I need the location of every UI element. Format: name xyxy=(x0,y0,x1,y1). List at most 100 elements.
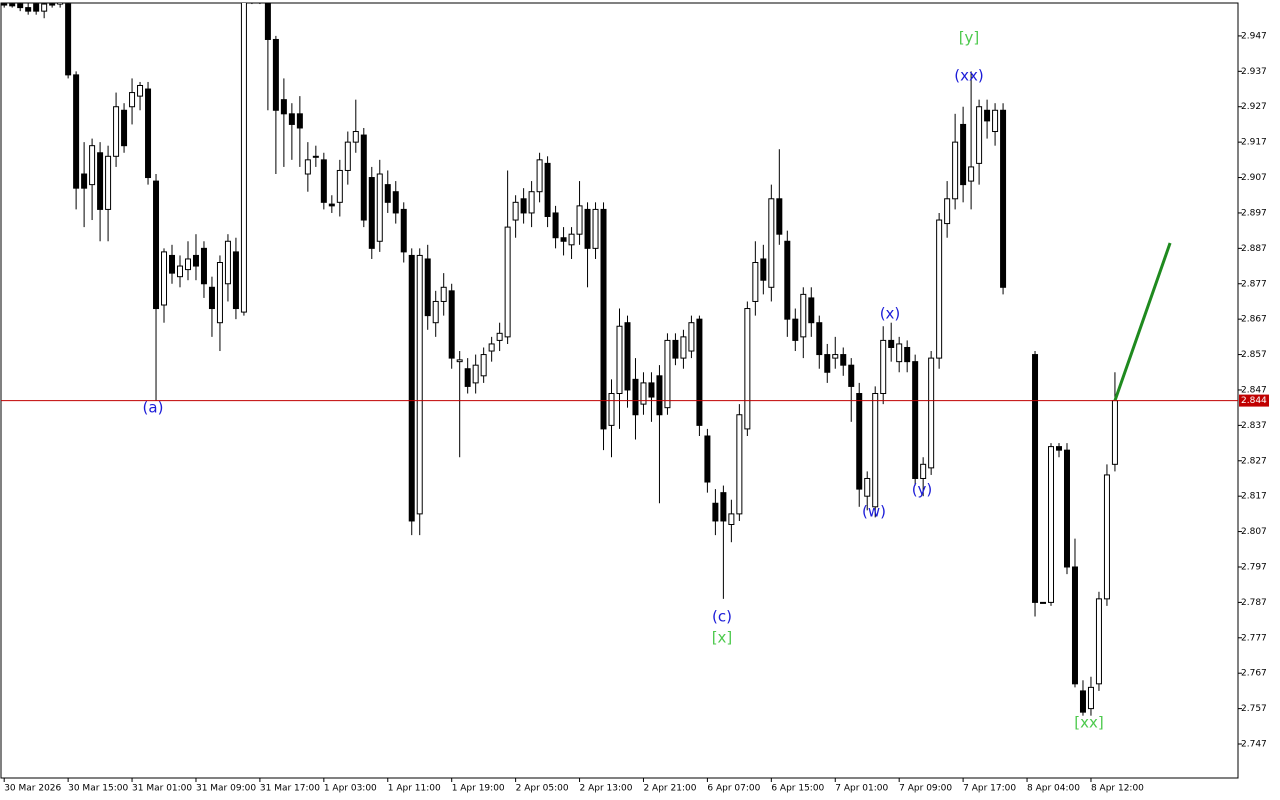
plot-area: (a) (c) [x] (w) (x) (y) (xx) [y] [xx] xyxy=(1,0,1172,732)
x-tick-label: 7 Apr 09:00 xyxy=(899,784,952,794)
candle-body xyxy=(1087,686,1094,710)
candle-body xyxy=(696,318,703,426)
candle-body xyxy=(392,191,399,214)
x-tick-label: 1 Apr 03:00 xyxy=(324,784,377,794)
candle-body xyxy=(200,247,207,285)
candle-body xyxy=(25,7,32,12)
candle-body xyxy=(480,354,487,377)
candle-body xyxy=(736,414,743,515)
x-tick-label: 7 Apr 17:00 xyxy=(963,784,1016,794)
candle-body xyxy=(224,240,231,285)
y-tick-label: 2.847 xyxy=(1241,385,1267,395)
current-price-label: 2.844 xyxy=(1241,396,1267,406)
y-tick-label: 2.897 xyxy=(1241,208,1267,218)
candle-body xyxy=(240,3,247,313)
candle-body xyxy=(784,240,791,320)
candle-body xyxy=(1000,109,1007,288)
wave-label: (xx) xyxy=(954,67,983,85)
candle-body xyxy=(808,297,815,324)
candle-body xyxy=(113,106,120,157)
candle-body xyxy=(712,502,719,522)
candle-body xyxy=(720,492,727,522)
candle-body xyxy=(608,393,615,426)
candle-body xyxy=(169,254,176,274)
candle-body xyxy=(440,286,447,302)
candle-body xyxy=(1040,601,1047,604)
candle-body xyxy=(472,364,479,384)
y-tick-label: 2.837 xyxy=(1241,421,1267,431)
candle-body xyxy=(656,375,663,416)
candle-body xyxy=(97,152,104,210)
y-tick-label: 2.877 xyxy=(1241,279,1267,289)
candle-body xyxy=(664,339,671,409)
candle-body xyxy=(33,3,40,12)
candle-body xyxy=(368,177,375,249)
candle-body xyxy=(1063,449,1070,568)
candle-body xyxy=(704,435,711,483)
forecast-line xyxy=(1113,242,1172,402)
candle-body xyxy=(288,113,295,125)
candle-body xyxy=(768,198,775,288)
candle-body xyxy=(576,205,583,235)
candle-body xyxy=(928,357,935,469)
candle-body xyxy=(408,254,415,522)
y-tick-label: 2.827 xyxy=(1241,456,1267,466)
candle-body xyxy=(1111,400,1118,465)
candle-body xyxy=(968,166,975,182)
candle-body xyxy=(520,198,527,214)
candle-body xyxy=(512,201,519,221)
y-tick-label: 2.927 xyxy=(1241,102,1267,112)
x-tick-label: 31 Mar 09:00 xyxy=(196,784,256,794)
x-tick-label: 1 Apr 19:00 xyxy=(452,784,505,794)
candle-body xyxy=(1032,354,1039,603)
candle-body xyxy=(760,258,767,281)
wave-label: [y] xyxy=(959,29,980,47)
y-tick-label: 2.867 xyxy=(1241,315,1267,325)
candle-body xyxy=(976,106,983,164)
candle-body xyxy=(352,131,359,143)
candle-body xyxy=(552,212,559,239)
x-tick-label: 31 Mar 17:00 xyxy=(260,784,320,794)
candle-body xyxy=(680,336,687,359)
candle-body xyxy=(672,339,679,359)
candle-body xyxy=(89,145,96,186)
x-tick-label: 30 Mar 2026 xyxy=(4,784,61,794)
candle-body xyxy=(728,513,735,526)
candle-body xyxy=(129,92,136,108)
candle-body xyxy=(312,155,319,158)
y-tick-label: 2.767 xyxy=(1241,669,1267,679)
candle-body xyxy=(328,203,335,207)
candle-body xyxy=(184,258,191,271)
candle-body xyxy=(912,361,919,479)
candle-body xyxy=(1071,566,1078,685)
current-price-box xyxy=(1239,394,1269,407)
candle-body xyxy=(792,318,799,341)
candle-body xyxy=(840,354,847,366)
candle-body xyxy=(400,208,407,253)
candle-body xyxy=(360,134,367,221)
candle-body xyxy=(896,343,903,363)
candle-body xyxy=(776,198,783,235)
x-tick-label: 7 Apr 01:00 xyxy=(835,784,888,794)
candle-body xyxy=(984,109,991,122)
x-tick-label: 30 Mar 15:00 xyxy=(68,784,128,794)
y-tick-label: 2.807 xyxy=(1241,527,1267,537)
x-tick-label: 6 Apr 07:00 xyxy=(707,784,760,794)
candle-body xyxy=(856,393,863,490)
x-tick-label: 1 Apr 11:00 xyxy=(388,784,441,794)
y-tick-label: 2.747 xyxy=(1241,740,1267,750)
candle-body xyxy=(161,251,168,306)
candle-body xyxy=(1048,446,1055,603)
candle-body xyxy=(800,293,807,338)
candle-body xyxy=(249,0,254,1)
candle-body xyxy=(832,354,839,359)
candle-body xyxy=(560,237,567,242)
wave-label: [x] xyxy=(712,629,733,647)
candle-body xyxy=(41,3,48,12)
x-tick-label: 2 Apr 05:00 xyxy=(516,784,569,794)
candle-body xyxy=(992,109,999,133)
candle-body xyxy=(336,169,343,203)
candle-body xyxy=(848,364,855,387)
candle-body xyxy=(616,325,623,395)
candle-body xyxy=(73,74,80,189)
